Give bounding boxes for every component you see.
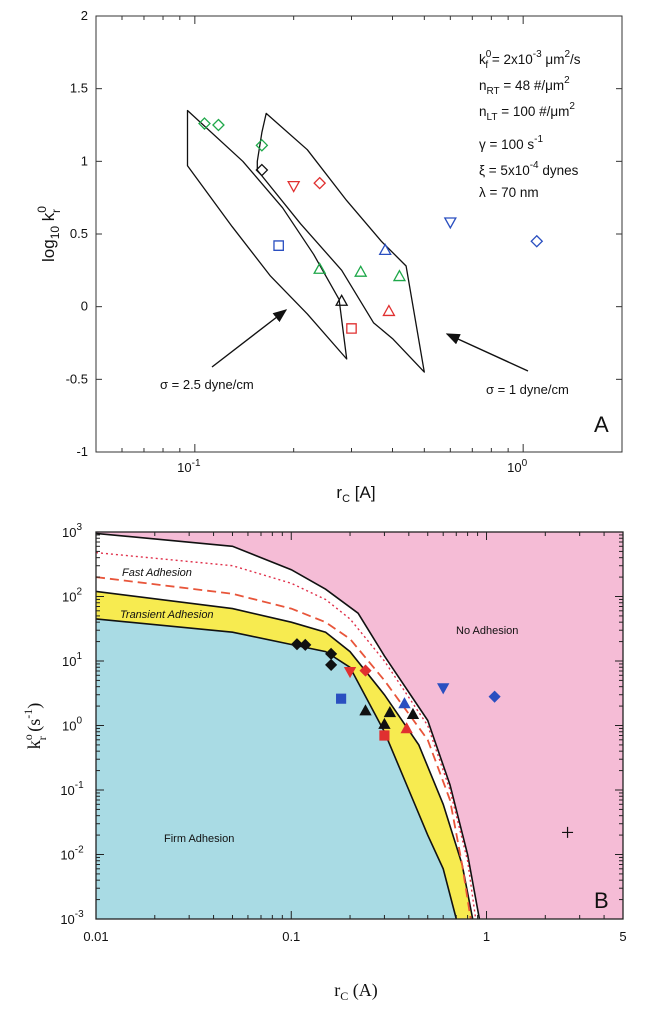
y-tick-label-a: 1.5 [70, 81, 88, 96]
points-group-a [198, 117, 544, 334]
param-gamma: γ = 100 s-1 [479, 134, 544, 152]
y-tick-label-a: -0.5 [66, 371, 88, 386]
data-point-square-filled [336, 693, 347, 704]
param-nrt: nRT = 48 #/μm2 [479, 75, 570, 97]
arrow-sigma-1 [445, 333, 529, 372]
data-point-diamond-filled [359, 664, 372, 677]
annotation-sigma-1: σ = 1 dyne/cm [486, 382, 569, 397]
x-tick-label-b: 0.01 [83, 929, 108, 944]
y-tick-label-a: 0.5 [70, 226, 88, 241]
region-label-firm: Firm Adhesion [164, 833, 234, 845]
data-point-triangle-down-filled [343, 667, 357, 679]
boundary-firm-upper [95, 618, 458, 920]
region-label-transient: Transient Adhesion [120, 609, 214, 621]
data-point-triangle-up-open [354, 264, 368, 277]
xlabel-b: rC (A) [334, 980, 378, 1003]
data-point-diamond-open [255, 163, 269, 177]
data-point-plus [562, 826, 574, 838]
outline-sigma-2-5 [186, 109, 348, 360]
data-point-diamond-open [530, 234, 544, 248]
data-point-triangle-up-open [335, 294, 349, 306]
data-point-triangle-up-filled [400, 722, 413, 734]
panel-label-b: B [594, 888, 609, 913]
param-nlt: nLT = 100 #/μm2 [479, 101, 575, 123]
y-tick-label-b: 101 [62, 651, 82, 669]
param-lambda: λ = 70 nm [479, 185, 539, 200]
param-xi: ξ = 5x10-4 dynes [479, 160, 579, 178]
x-tick-label-b: 1 [483, 929, 490, 944]
panel-b: 10-3 10-2 10-1 100 101 102 103 0.01 0.1 1 5 Fast A… [21, 522, 627, 1003]
data-point-diamond-open [313, 176, 327, 190]
ticks-group-a: -1 -0.5 0 0.5 1 1.5 2 10-1 100 [66, 8, 623, 475]
region-label-fast: Fast Adhesion [122, 567, 192, 579]
annotation-sigma-2-5: σ = 2.5 dyne/cm [160, 377, 254, 392]
data-point-diamond-open [212, 118, 225, 132]
y-tick-label-b: 103 [62, 522, 82, 540]
data-point-square-open [346, 323, 357, 334]
boundary-fast-upper [95, 532, 481, 920]
data-point-triangle-up-open [392, 269, 407, 282]
param-kf: k0 f = 2x10-3 μm2/s [479, 49, 581, 71]
data-point-triangle-down-open [287, 180, 301, 193]
y-tick-label-a: -1 [76, 444, 88, 459]
y-tick-label-b: 102 [62, 587, 82, 605]
region-firm-adhesion [96, 618, 457, 919]
data-point-diamond-filled [325, 658, 338, 671]
y-tick-label-a: 0 [81, 299, 88, 314]
data-point-triangle-up-filled [378, 717, 391, 729]
data-point-triangle-up-open [313, 262, 327, 274]
panel-label-a: A [594, 412, 609, 437]
data-point-diamond-filled [488, 690, 501, 703]
region-label-no-adhesion: No Adhesion [456, 625, 518, 637]
data-point-triangle-up-filled [398, 697, 411, 709]
xlabel-a: rC [A] [336, 483, 375, 505]
x-tick-label-b: 5 [619, 929, 626, 944]
y-tick-label-a: 1 [81, 153, 88, 168]
x-tick-label-b: 0.1 [282, 929, 300, 944]
ylabel-a: log10 k0r [35, 206, 63, 262]
x-tick-label-a: 10-1 [177, 458, 201, 475]
arrow-sigma-2-5 [211, 309, 288, 368]
outline-group-a [186, 109, 425, 373]
y-tick-label-b: 10-3 [60, 909, 84, 927]
ylabel-b: kor (s-1) [21, 703, 49, 750]
data-point-diamond-filled [299, 638, 312, 651]
data-point-triangle-up-open [378, 243, 392, 256]
ticks-group-b: 10-3 10-2 10-1 100 101 102 103 0.01 0.1 1 5 [60, 522, 626, 944]
parameters-block: k0 f = 2x10-3 μm2/s nRT = 48 #/μm2 nLT = … [479, 49, 581, 200]
outline-sigma-1 [256, 112, 425, 373]
data-point-triangle-up-filled [383, 706, 397, 718]
data-point-square-filled [379, 730, 390, 741]
y-tick-label-b: 10-2 [60, 845, 84, 863]
points-group-b [290, 638, 574, 838]
data-point-triangle-down-filled [437, 683, 450, 695]
data-point-diamond-filled [290, 638, 304, 651]
data-point-diamond-open [198, 117, 211, 130]
y-tick-label-b: 100 [62, 716, 82, 734]
y-tick-label-b: 10-1 [60, 780, 84, 798]
data-point-triangle-up-filled [359, 704, 372, 716]
x-tick-label-a: 100 [507, 458, 527, 475]
regions-group-b [96, 532, 623, 919]
data-point-triangle-up-open [382, 304, 396, 317]
y-tick-label-a: 2 [81, 8, 88, 23]
data-point-square-open [273, 240, 284, 251]
data-point-diamond-open [255, 138, 269, 152]
data-point-triangle-up-filled [406, 707, 420, 719]
data-point-triangle-down-open [443, 217, 457, 230]
